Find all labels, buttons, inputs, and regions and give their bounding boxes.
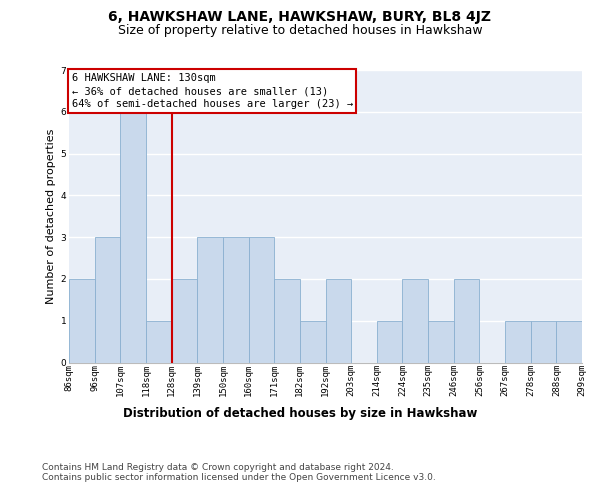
Text: Size of property relative to detached houses in Hawkshaw: Size of property relative to detached ho… [118, 24, 482, 37]
Text: Distribution of detached houses by size in Hawkshaw: Distribution of detached houses by size … [123, 408, 477, 420]
Bar [95, 237, 121, 362]
Bar [403, 279, 428, 362]
Bar [556, 320, 582, 362]
Bar [146, 320, 172, 362]
Bar [428, 320, 454, 362]
Bar [300, 320, 325, 362]
Bar [223, 237, 248, 362]
Bar [454, 279, 479, 362]
Y-axis label: Number of detached properties: Number of detached properties [46, 128, 56, 304]
Bar [197, 237, 223, 362]
Bar [377, 320, 403, 362]
Bar [274, 279, 300, 362]
Bar [505, 320, 531, 362]
Bar [172, 279, 197, 362]
Text: 6, HAWKSHAW LANE, HAWKSHAW, BURY, BL8 4JZ: 6, HAWKSHAW LANE, HAWKSHAW, BURY, BL8 4J… [109, 10, 491, 24]
Bar [248, 237, 274, 362]
Bar [325, 279, 351, 362]
Text: Contains HM Land Registry data © Crown copyright and database right 2024.
Contai: Contains HM Land Registry data © Crown c… [42, 462, 436, 482]
Bar [121, 112, 146, 362]
Text: 6 HAWKSHAW LANE: 130sqm
← 36% of detached houses are smaller (13)
64% of semi-de: 6 HAWKSHAW LANE: 130sqm ← 36% of detache… [71, 73, 353, 110]
Bar [531, 320, 556, 362]
Bar [69, 279, 95, 362]
